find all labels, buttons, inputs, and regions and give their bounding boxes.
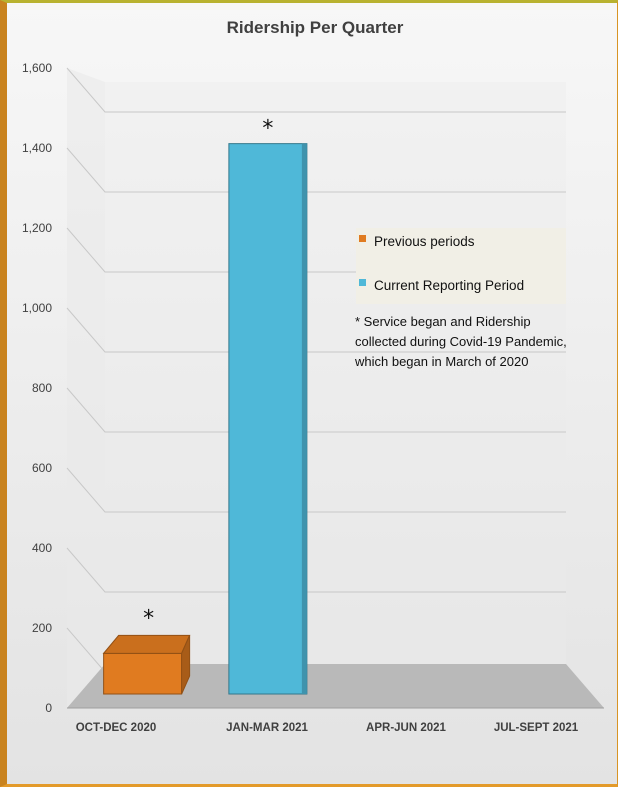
bar [228, 143, 308, 695]
bar-top [102, 634, 191, 654]
gridline [66, 307, 566, 353]
bar-side [181, 635, 191, 695]
gridline [66, 147, 566, 193]
y-tick-label: 400 [32, 541, 52, 555]
gridline [66, 467, 566, 513]
legend-label: Current Reporting Period [374, 278, 524, 293]
footnote-line: which began in March of 2020 [354, 354, 528, 369]
gridline [66, 547, 566, 593]
y-tick-label: 200 [32, 621, 52, 635]
y-axis-ticks: 0 200 400 600 800 1,000 1,200 1,400 1,600 [22, 61, 52, 715]
x-tick-label: JUL-SEPT 2021 [494, 722, 579, 734]
y-tick-label: 0 [45, 701, 52, 715]
footnote: * Service began and Ridership collected d… [354, 314, 567, 369]
chart-title: Ridership Per Quarter [227, 18, 404, 37]
legend-box [356, 228, 566, 304]
bar-annotation: * [262, 117, 273, 142]
chart-floor [67, 664, 604, 709]
back-wall [105, 82, 566, 708]
footnote-line: collected during Covid-19 Pandemic, [355, 334, 567, 349]
y-tick-label: 1,200 [22, 221, 52, 235]
bar-side [301, 143, 307, 695]
bars: ** [102, 117, 308, 695]
y-tick-label: 800 [32, 381, 52, 395]
x-tick-label: APR-JUN 2021 [366, 722, 446, 734]
footnote-line: * Service began and Ridership [355, 314, 531, 329]
chart-walls [67, 68, 566, 708]
legend-label: Previous periods [374, 234, 475, 249]
gridline [66, 67, 566, 113]
floor-plane [67, 664, 604, 708]
y-tick-label: 1,600 [22, 61, 52, 75]
bar-front [103, 652, 183, 695]
x-tick-label: JAN-MAR 2021 [226, 722, 308, 734]
side-wall [67, 68, 105, 708]
y-tick-label: 1,000 [22, 301, 52, 315]
x-axis-ticks: OCT-DEC 2020 JAN-MAR 2021 APR-JUN 2021 JUL-… [76, 722, 579, 734]
legend: Previous periods Current Reporting Period [356, 228, 566, 304]
bar [102, 634, 191, 695]
y-tick-label: 600 [32, 461, 52, 475]
y-tick-label: 1,400 [22, 141, 52, 155]
legend-swatch [359, 235, 366, 242]
x-tick-label: OCT-DEC 2020 [76, 722, 157, 734]
gridline [66, 387, 566, 433]
legend-swatch [359, 279, 366, 286]
bar-front [228, 143, 308, 695]
bar-annotation: * [143, 606, 154, 631]
